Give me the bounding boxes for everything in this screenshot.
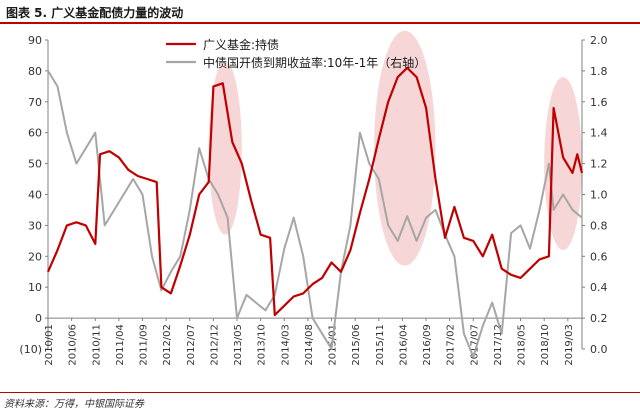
right-tick-label: 2.0 [590, 34, 608, 47]
figure-title: 图表 5. 广义基金配债力量的波动 [6, 6, 184, 20]
x-tick-label: 2012/07 [186, 324, 197, 366]
x-tick-label: 2010/01 [44, 324, 55, 366]
series-line-yield-spread [47, 70, 583, 358]
right-tick-label: 0.4 [590, 281, 608, 294]
x-tick-label: 2015/11 [375, 324, 386, 366]
left-tick-label: 90 [28, 34, 42, 47]
x-tick-label: 2018/05 [517, 324, 528, 366]
left-tick-label: 40 [28, 189, 42, 202]
right-tick-label: 1.8 [590, 65, 608, 78]
left-tick-label: 30 [28, 219, 42, 232]
right-tick-label: 0.8 [590, 219, 608, 232]
x-tick-label: 2015/01 [328, 324, 339, 366]
x-tick-label: 2013/05 [233, 324, 244, 366]
x-tick-label: 2012/12 [209, 324, 220, 366]
x-tick-label: 2010/06 [68, 324, 79, 366]
left-tick-label: (10) [19, 343, 42, 356]
x-tick-label: 2017/07 [469, 324, 480, 366]
right-tick-label: 0.2 [590, 312, 608, 325]
title-rule [0, 22, 640, 24]
left-tick-label: 50 [28, 158, 42, 171]
x-tick-label: 2016/09 [422, 324, 433, 366]
chart-series [46, 66, 584, 358]
x-tick-label: 2017/02 [446, 324, 457, 366]
right-tick-label: 1.4 [590, 127, 608, 140]
fund-bond-chart: (10) 0 10 20 30 40 50 60 70 80 90 0.0 0.2 0.4 0.6 0.8 1.… [19, 30, 608, 366]
x-tick-label: 2019/03 [564, 324, 575, 366]
left-tick-label: 10 [28, 281, 42, 294]
left-tick-label: 0 [35, 312, 42, 325]
x-tick-label: 2018/10 [540, 324, 551, 366]
source-note: 资料来源：万得，中银国际证券 [4, 399, 144, 410]
x-tick-label: 2017/12 [493, 324, 504, 366]
chart-axes: (10) 0 10 20 30 40 50 60 70 80 90 0.0 0.2 0.4 0.6 0.8 1.… [19, 34, 607, 366]
x-tick-label: 2011/09 [139, 324, 150, 366]
x-tick-label: 2010/11 [91, 324, 102, 366]
legend-label: 广义基金:持债 [203, 37, 279, 52]
left-tick-label: 20 [28, 250, 42, 263]
x-tick-label: 2012/02 [162, 324, 173, 366]
x-tick-label: 2016/04 [398, 324, 409, 366]
right-tick-label: 0.0 [590, 343, 608, 356]
x-tick-label: 2014/03 [280, 324, 291, 366]
left-tick-label: 70 [28, 96, 42, 109]
x-tick-label: 2013/10 [257, 324, 268, 366]
right-tick-label: 1.2 [590, 158, 608, 171]
x-tick-label: 2014/08 [304, 324, 315, 366]
left-tick-label: 60 [28, 127, 42, 140]
source-rule [0, 392, 640, 393]
right-tick-label: 0.6 [590, 250, 608, 263]
right-tick-label: 1.6 [590, 96, 608, 109]
x-tick-label: 2015/06 [351, 324, 362, 366]
right-tick-label: 1.0 [590, 189, 608, 202]
legend-label: 中债国开债到期收益率:10年-1年（右轴） [203, 55, 426, 70]
series-line-fund-holding [46, 66, 584, 317]
left-tick-label: 80 [28, 65, 42, 78]
x-tick-label: 2011/04 [115, 324, 126, 366]
